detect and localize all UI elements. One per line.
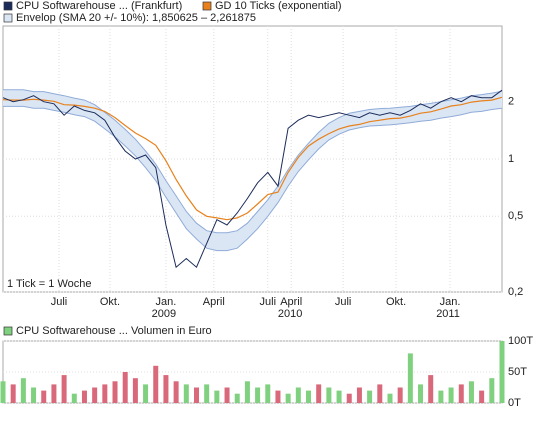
x-tick-label: Juli xyxy=(260,296,277,308)
legend-swatch xyxy=(202,1,212,11)
volume-bar xyxy=(306,390,312,403)
volume-bar xyxy=(407,353,413,403)
legend-swatch xyxy=(3,13,13,23)
x-tick-label: Juli xyxy=(335,296,352,308)
volume-bar xyxy=(316,384,322,403)
volume-bar xyxy=(479,390,485,403)
volume-bar xyxy=(143,384,149,403)
line-series xyxy=(2,89,503,269)
x-tick-label: Juli xyxy=(51,296,68,308)
volume-bar xyxy=(255,387,261,403)
x-tick-label: Okt. xyxy=(386,296,406,308)
line-series xyxy=(2,96,503,221)
volume-bar xyxy=(428,375,434,403)
volume-bar xyxy=(285,393,291,403)
volume-bar xyxy=(499,341,505,403)
legend-label: Envelop (SMA 20 +/- 10%): 1,850625 – 2,2… xyxy=(16,12,256,24)
volume-bar xyxy=(61,375,67,403)
x-tick-label: Okt. xyxy=(100,296,120,308)
y-tick-label: 1 xyxy=(508,153,514,165)
volume-bar xyxy=(41,390,47,403)
volume-bar xyxy=(387,393,393,403)
volume-bar xyxy=(92,387,98,403)
volume-bar xyxy=(112,381,118,403)
x-tick-label: Jan. xyxy=(440,296,461,308)
volume-bar xyxy=(0,381,6,403)
volume-bar xyxy=(377,384,383,403)
volume-bar xyxy=(122,372,128,403)
volume-bar xyxy=(183,384,189,403)
volume-bar xyxy=(31,387,37,403)
legend-swatch xyxy=(3,1,13,11)
volume-bar xyxy=(489,378,495,403)
volume-bar xyxy=(234,393,240,403)
volume-bar xyxy=(20,378,26,403)
year-label: 2011 xyxy=(436,308,460,320)
volume-bar xyxy=(71,393,77,403)
volume-bar xyxy=(448,387,454,403)
volume-bar xyxy=(81,390,87,403)
volume-bar xyxy=(224,387,230,403)
y-tick-label: 0,2 xyxy=(508,286,523,298)
volume-bar xyxy=(173,381,179,403)
volume-bar xyxy=(438,390,444,403)
legend-swatch xyxy=(3,326,13,336)
volume-bar xyxy=(346,393,352,403)
y-tick-label: 2 xyxy=(508,96,514,108)
legend-label: CPU Softwarehouse ... Volumen in Euro xyxy=(16,325,212,337)
note: 1 Tick = 1 Woche xyxy=(7,278,91,290)
volume-bar xyxy=(295,387,301,403)
volume-bar xyxy=(132,378,138,403)
y-tick-label: 0,5 xyxy=(508,210,523,222)
volume-bar xyxy=(102,384,108,403)
year-label: 2009 xyxy=(152,308,176,320)
volume-bar xyxy=(336,390,342,403)
envelope-lower xyxy=(3,105,503,252)
volume-bar xyxy=(51,384,57,403)
y-tick-label: 100T xyxy=(508,335,533,347)
volume-bar xyxy=(356,387,362,403)
volume-bar xyxy=(153,365,159,403)
volume-bar xyxy=(244,381,250,403)
volume-bar xyxy=(10,384,16,403)
volume-bar xyxy=(468,381,474,403)
x-tick-label: April xyxy=(203,296,225,308)
volume-bar xyxy=(193,387,199,403)
volume-bar xyxy=(204,384,210,403)
volume-bar xyxy=(275,390,281,403)
legend-label: GD 10 Ticks (exponential) xyxy=(215,0,342,12)
volume-bar xyxy=(265,384,271,403)
volume-bar xyxy=(163,375,169,403)
y-tick-label: 50T xyxy=(508,366,527,378)
volume-bar xyxy=(458,384,464,403)
volume-bar xyxy=(367,390,373,403)
volume-bar xyxy=(214,390,220,403)
x-tick-label: April xyxy=(280,296,302,308)
volume-bar xyxy=(418,384,424,403)
volume-bar xyxy=(326,387,332,403)
y-tick-label: 0T xyxy=(508,397,521,409)
legend-label: CPU Softwarehouse ... (Frankfurt) xyxy=(16,0,182,12)
year-label: 2010 xyxy=(278,308,302,320)
volume-bar xyxy=(397,387,403,403)
x-tick-label: Jan. xyxy=(156,296,177,308)
